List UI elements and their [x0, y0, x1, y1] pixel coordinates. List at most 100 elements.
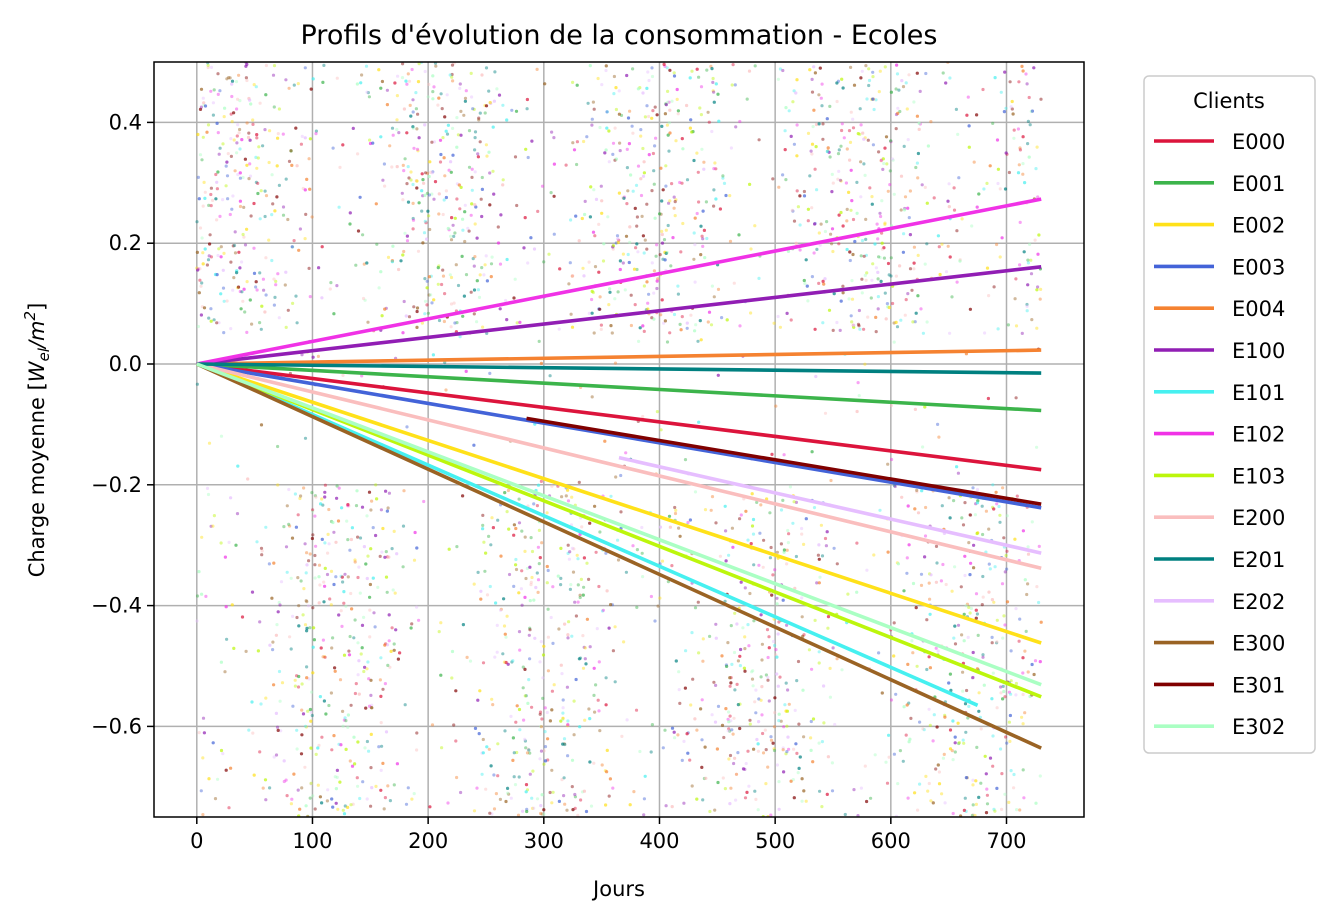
scatter-point	[395, 165, 399, 169]
scatter-point	[342, 653, 347, 657]
scatter-point	[365, 739, 369, 744]
scatter-point	[1005, 567, 1009, 571]
scatter-point	[348, 222, 352, 226]
scatter-point	[207, 316, 211, 320]
scatter-point	[947, 205, 951, 209]
scatter-point	[237, 250, 241, 254]
scatter-point	[902, 208, 907, 212]
scatter-point	[839, 210, 843, 215]
scatter-point	[511, 758, 515, 763]
scatter-point	[910, 288, 914, 292]
scatter-point	[388, 799, 392, 803]
scatter-point	[795, 154, 799, 158]
scatter-point	[777, 719, 781, 723]
scatter-point	[415, 127, 419, 131]
scatter-point	[276, 610, 280, 614]
scatter-point	[693, 490, 698, 494]
scatter-point	[594, 197, 599, 201]
scatter-point	[512, 775, 516, 779]
scatter-point	[860, 69, 864, 73]
scatter-point	[721, 776, 725, 780]
scatter-point	[842, 136, 846, 140]
scatter-point	[967, 124, 971, 128]
scatter-point	[261, 277, 265, 281]
scatter-point	[835, 81, 839, 85]
scatter-point	[697, 420, 701, 424]
scatter-point	[896, 106, 900, 110]
scatter-point	[408, 103, 412, 107]
scatter-point	[322, 600, 326, 604]
scatter-point	[236, 464, 240, 468]
scatter-point	[908, 267, 913, 271]
scatter-point	[702, 228, 707, 232]
scatter-point	[206, 65, 210, 70]
scatter-point	[387, 555, 391, 559]
scatter-point	[561, 711, 565, 715]
scatter-point	[611, 245, 615, 249]
scatter-point	[461, 314, 465, 318]
x-tick-label: 0	[190, 829, 203, 853]
scatter-point	[537, 528, 542, 533]
scatter-point	[550, 708, 554, 712]
scatter-point	[251, 122, 255, 126]
scatter-point	[290, 536, 295, 540]
scatter-point	[571, 141, 575, 145]
scatter-point	[366, 554, 370, 558]
scatter-point	[636, 87, 641, 91]
scatter-point	[625, 166, 630, 170]
scatter-point	[593, 710, 597, 714]
scatter-point	[207, 254, 211, 258]
scatter-point	[624, 570, 629, 574]
scatter-point	[427, 193, 431, 197]
scatter-point	[279, 729, 283, 733]
scatter-point	[367, 95, 371, 99]
scatter-point	[437, 630, 441, 634]
scatter-point	[383, 796, 387, 800]
scatter-point	[341, 143, 345, 147]
scatter-point	[515, 203, 519, 208]
scatter-point	[991, 734, 995, 738]
scatter-point	[749, 542, 753, 546]
scatter-point	[417, 136, 421, 140]
scatter-point	[390, 260, 394, 264]
scatter-point	[947, 496, 951, 500]
scatter-point	[370, 786, 374, 790]
scatter-point	[650, 261, 654, 265]
scatter-point	[491, 125, 495, 129]
scatter-point	[381, 761, 385, 766]
scatter-point	[450, 676, 454, 680]
scatter-point	[258, 271, 262, 275]
scatter-point	[1038, 297, 1042, 301]
scatter-point	[948, 747, 953, 751]
scatter-point	[512, 533, 516, 537]
scatter-point	[975, 487, 980, 492]
scatter-point	[390, 259, 394, 263]
scatter-point	[512, 533, 516, 537]
scatter-point	[311, 509, 315, 513]
scatter-point	[865, 568, 869, 572]
scatter-point	[614, 157, 619, 161]
scatter-point	[294, 294, 298, 298]
scatter-point	[559, 576, 563, 581]
scatter-point	[632, 267, 637, 271]
scatter-point	[320, 245, 324, 249]
scatter-point	[202, 306, 207, 310]
scatter-point	[384, 730, 389, 734]
scatter-point	[985, 787, 989, 791]
scatter-point	[673, 200, 677, 204]
scatter-point	[347, 653, 352, 657]
scatter-point	[600, 609, 605, 613]
scatter-point	[452, 234, 456, 238]
scatter-point	[528, 628, 532, 632]
legend-entry: E103	[1232, 464, 1285, 488]
scatter-point	[629, 323, 634, 328]
scatter-point	[818, 66, 822, 70]
scatter-point	[397, 131, 401, 135]
scatter-point	[271, 202, 275, 206]
scatter-point	[427, 174, 431, 179]
scatter-point	[717, 119, 721, 123]
scatter-point	[836, 79, 841, 83]
scatter-point	[389, 649, 393, 654]
scatter-point	[613, 126, 617, 130]
scatter-point	[695, 797, 699, 801]
